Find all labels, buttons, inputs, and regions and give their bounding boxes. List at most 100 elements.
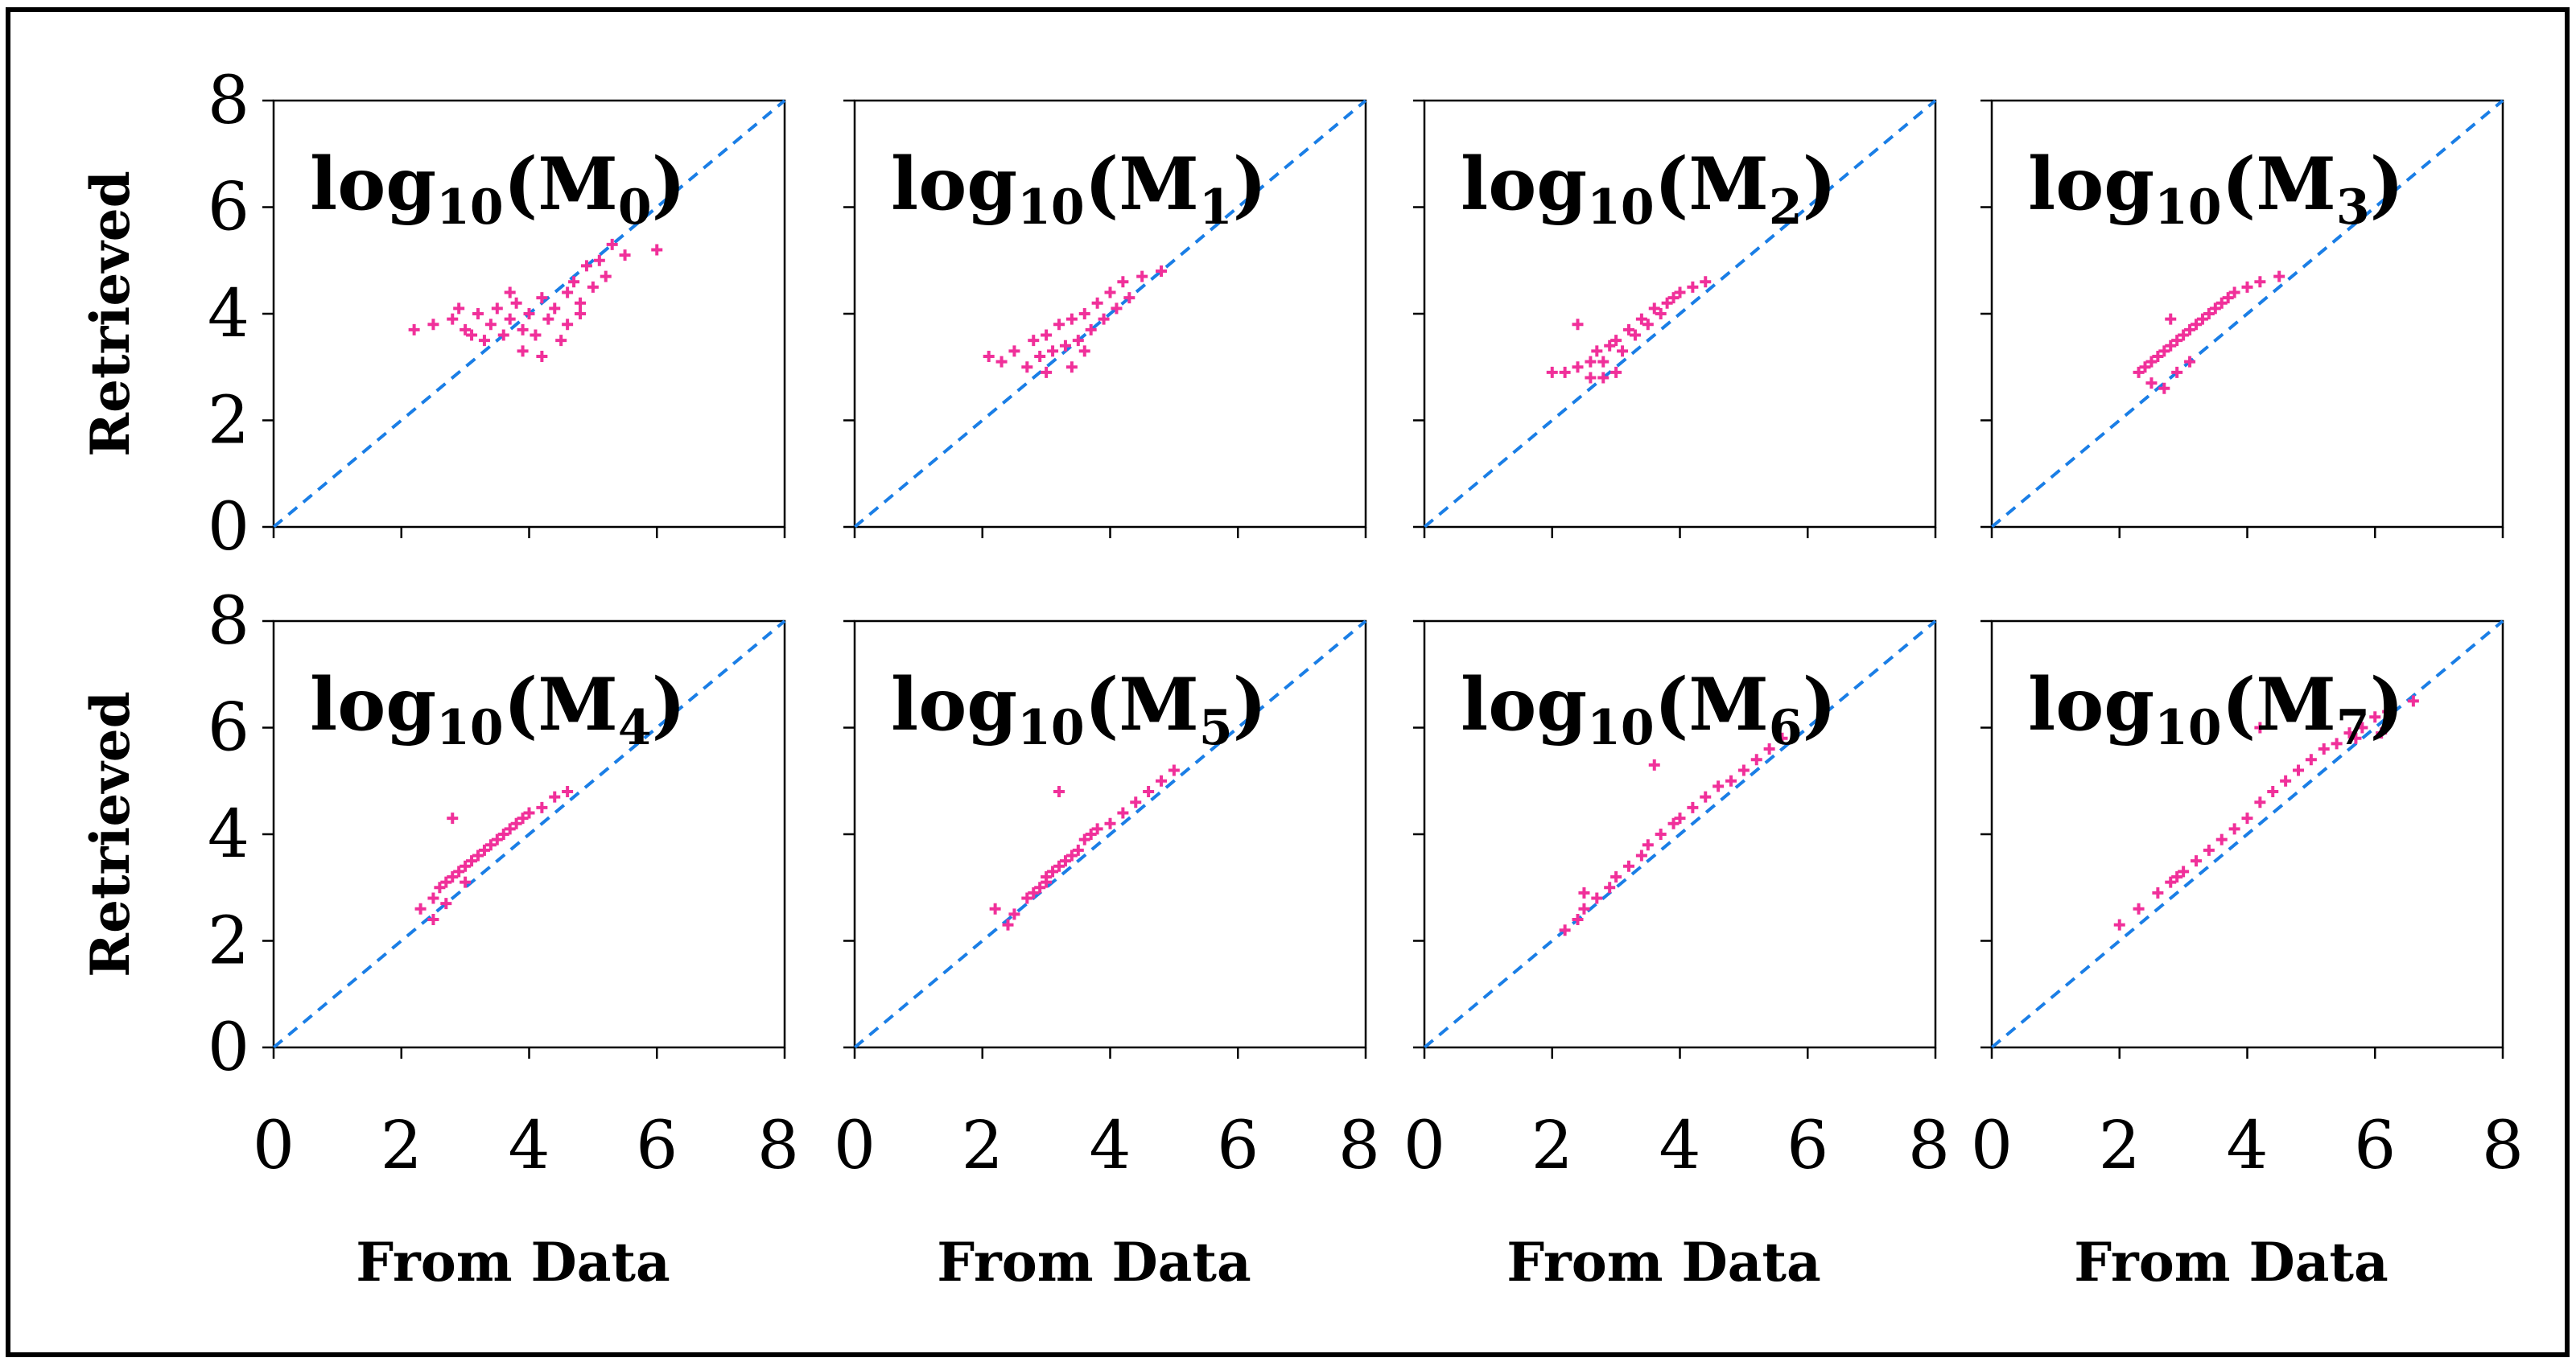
data-point xyxy=(453,302,465,315)
data-point xyxy=(2228,823,2240,835)
data-point xyxy=(542,313,554,325)
reference-line xyxy=(1990,99,2504,529)
data-point xyxy=(1041,366,1053,378)
data-point xyxy=(517,323,529,335)
data-point xyxy=(1604,882,1616,894)
panel-0: 0 2 4 6 8 Retrieved log10(M0) xyxy=(79,63,786,566)
data-point xyxy=(1091,823,1103,835)
scatter-series xyxy=(989,764,1180,931)
data-point xyxy=(536,292,548,304)
data-point xyxy=(1572,319,1584,331)
panel-4: 0 2 4 6 8 0 2 4 6 8 Retrieved From Data log10(M4) xyxy=(79,583,799,1294)
x-tick-label: 2 xyxy=(381,1108,422,1184)
x-tick-label: 0 xyxy=(834,1108,876,1184)
data-point xyxy=(460,323,472,335)
data-point xyxy=(2203,844,2215,856)
data-point xyxy=(2254,276,2266,288)
data-point xyxy=(1098,313,1110,325)
data-point xyxy=(1078,308,1090,319)
data-point xyxy=(1776,732,1788,744)
data-point xyxy=(1629,329,1641,341)
data-point xyxy=(1047,866,1059,878)
data-point xyxy=(1104,286,1116,298)
data-point xyxy=(1578,903,1590,915)
panel-title: log10(M6) xyxy=(1461,662,1836,756)
data-point xyxy=(593,254,605,266)
data-point xyxy=(2178,329,2190,341)
data-point xyxy=(1610,871,1622,883)
data-point xyxy=(606,238,618,250)
data-point xyxy=(414,903,427,915)
panel-title: log10(M7) xyxy=(2028,662,2404,756)
panel-title: log10(M1) xyxy=(891,142,1267,236)
scatter-series xyxy=(408,238,663,362)
data-point xyxy=(2139,361,2151,373)
data-point xyxy=(1065,850,1078,862)
data-point xyxy=(1123,292,1136,304)
data-point xyxy=(504,313,516,325)
panel-3: log10(M3) xyxy=(1980,99,2504,538)
data-point xyxy=(447,313,459,325)
data-point xyxy=(447,871,459,883)
reference-line xyxy=(272,619,786,1049)
y-tick-label: 8 xyxy=(208,583,249,660)
data-point xyxy=(1700,791,1712,803)
panel-1: log10(M1) xyxy=(843,99,1367,538)
data-point xyxy=(2273,270,2285,282)
data-point xyxy=(555,335,567,347)
x-axis-title: From Data xyxy=(1506,1231,1821,1294)
data-point xyxy=(2382,706,2394,718)
data-point xyxy=(536,351,548,362)
x-tick-label: 6 xyxy=(1217,1108,1259,1184)
x-tick-label: 6 xyxy=(1787,1108,1828,1184)
data-point xyxy=(2376,727,2388,739)
data-point xyxy=(1136,270,1148,282)
data-point xyxy=(497,829,509,840)
data-point xyxy=(1642,319,1654,331)
data-point xyxy=(1091,297,1103,309)
data-point xyxy=(1687,801,1699,813)
data-point xyxy=(1635,850,1647,862)
data-point xyxy=(2184,323,2196,335)
panel-title: log10(M3) xyxy=(2028,142,2404,236)
data-point xyxy=(1674,813,1686,825)
y-tick-label: 4 xyxy=(208,276,249,352)
data-point xyxy=(2356,722,2368,734)
data-point xyxy=(1597,356,1609,368)
data-point xyxy=(523,308,535,319)
x-tick-label: 0 xyxy=(1971,1108,2013,1184)
data-point xyxy=(989,903,1001,915)
x-axis-title: From Data xyxy=(2074,1231,2388,1294)
data-point xyxy=(1168,764,1180,776)
data-point xyxy=(1008,345,1020,357)
scatter-series xyxy=(1546,276,1712,384)
data-point xyxy=(1591,345,1603,357)
data-point xyxy=(2241,281,2253,293)
y-tick-label: 0 xyxy=(208,489,249,566)
x-tick-label: 8 xyxy=(2482,1108,2524,1184)
data-point xyxy=(1559,366,1571,378)
data-point xyxy=(1053,860,1065,872)
panel-5: 0 2 4 6 8 From Data log10(M5) xyxy=(834,619,1380,1294)
data-point xyxy=(2152,351,2164,362)
data-point xyxy=(2407,695,2419,707)
data-point xyxy=(2158,345,2170,357)
data-point xyxy=(1700,276,1712,288)
data-point xyxy=(587,281,599,293)
data-point xyxy=(2254,796,2266,808)
data-point xyxy=(1059,339,1071,352)
data-point xyxy=(1104,817,1116,829)
data-point xyxy=(453,866,465,878)
y-axis-title: Retrieved xyxy=(79,171,142,457)
data-point xyxy=(1156,775,1167,787)
scatter-series xyxy=(983,265,1167,378)
data-point xyxy=(491,833,503,846)
x-tick-label: 0 xyxy=(253,1108,295,1184)
data-point xyxy=(1572,361,1584,373)
data-point xyxy=(1623,860,1634,872)
data-point xyxy=(1642,839,1654,851)
panel-title: log10(M0) xyxy=(310,142,686,236)
data-point xyxy=(2280,775,2292,787)
x-tick-label: 0 xyxy=(1403,1108,1445,1184)
data-point xyxy=(2145,377,2158,389)
